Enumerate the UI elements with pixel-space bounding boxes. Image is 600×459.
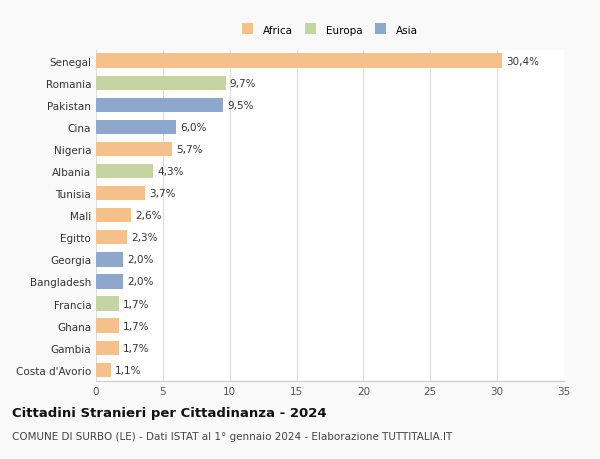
- Bar: [96, 297, 119, 311]
- Bar: [96, 186, 145, 201]
- Text: 1,1%: 1,1%: [115, 365, 141, 375]
- Text: 9,5%: 9,5%: [227, 101, 254, 111]
- Text: 4,3%: 4,3%: [158, 167, 184, 177]
- Text: 9,7%: 9,7%: [230, 78, 256, 89]
- Bar: [96, 98, 223, 113]
- Text: 1,7%: 1,7%: [123, 343, 149, 353]
- Bar: [96, 252, 123, 267]
- Text: 2,3%: 2,3%: [131, 233, 157, 243]
- Bar: [96, 54, 502, 69]
- Legend: Africa, Europa, Asia: Africa, Europa, Asia: [239, 22, 421, 39]
- Text: 1,7%: 1,7%: [123, 321, 149, 331]
- Text: 2,0%: 2,0%: [127, 255, 153, 265]
- Text: 3,7%: 3,7%: [149, 189, 176, 199]
- Bar: [96, 341, 119, 355]
- Bar: [96, 319, 119, 333]
- Bar: [96, 274, 123, 289]
- Bar: [96, 363, 111, 377]
- Bar: [96, 230, 127, 245]
- Text: 5,7%: 5,7%: [176, 145, 203, 155]
- Text: 2,6%: 2,6%: [135, 211, 161, 221]
- Text: 1,7%: 1,7%: [123, 299, 149, 309]
- Text: Cittadini Stranieri per Cittadinanza - 2024: Cittadini Stranieri per Cittadinanza - 2…: [12, 406, 326, 419]
- Text: COMUNE DI SURBO (LE) - Dati ISTAT al 1° gennaio 2024 - Elaborazione TUTTITALIA.I: COMUNE DI SURBO (LE) - Dati ISTAT al 1° …: [12, 431, 452, 442]
- Bar: [96, 120, 176, 135]
- Bar: [96, 76, 226, 91]
- Text: 30,4%: 30,4%: [506, 56, 539, 67]
- Bar: [96, 142, 172, 157]
- Bar: [96, 208, 131, 223]
- Text: 6,0%: 6,0%: [180, 123, 206, 133]
- Text: 2,0%: 2,0%: [127, 277, 153, 287]
- Bar: [96, 164, 154, 179]
